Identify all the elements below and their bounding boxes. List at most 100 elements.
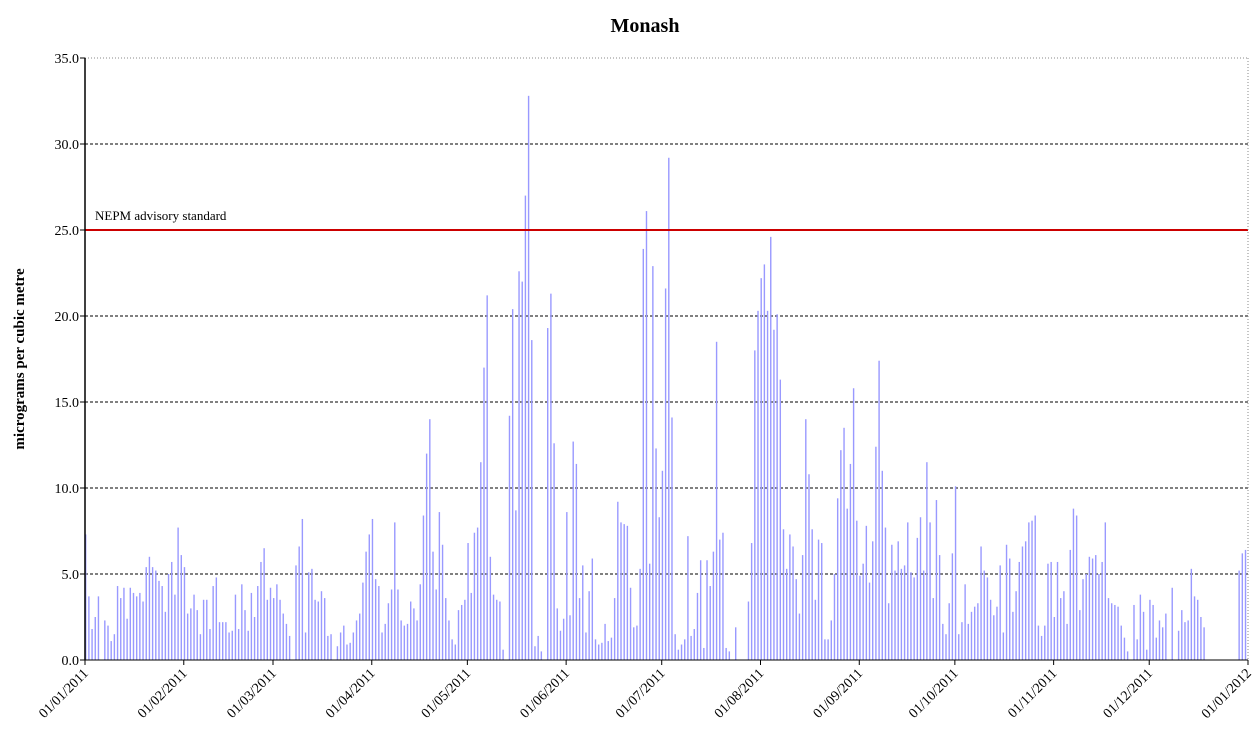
bar: [664, 288, 667, 660]
bar: [135, 596, 138, 660]
bar: [419, 584, 421, 660]
bar: [266, 599, 269, 660]
bar: [652, 266, 654, 660]
bar: [1238, 570, 1240, 660]
bar: [269, 587, 272, 660]
bar: [1002, 632, 1005, 660]
bar: [887, 603, 890, 660]
bar: [323, 598, 326, 660]
bar: [747, 601, 750, 660]
bar: [559, 630, 562, 660]
bar: [486, 295, 488, 660]
bar: [346, 644, 348, 660]
bar: [177, 527, 179, 660]
bar: [381, 632, 383, 660]
y-tick-label: 5.0: [62, 568, 80, 583]
bar: [859, 575, 861, 660]
bar: [540, 651, 543, 660]
bar: [502, 649, 504, 660]
bar: [856, 520, 858, 660]
bar: [1075, 515, 1078, 660]
bar: [1142, 611, 1145, 660]
bar: [282, 613, 284, 660]
bar: [183, 567, 186, 660]
bar: [314, 599, 316, 660]
bar: [862, 563, 864, 660]
bar: [677, 649, 680, 660]
bar: [94, 617, 96, 660]
bar: [489, 556, 492, 660]
x-tick-label: 01/06/2011: [518, 666, 573, 721]
bar: [531, 340, 533, 660]
bar: [907, 522, 909, 660]
bar: [942, 623, 944, 660]
bar: [811, 529, 813, 660]
bar: [1190, 568, 1193, 660]
bar: [1063, 591, 1065, 660]
bar: [228, 632, 230, 660]
bar: [1244, 549, 1247, 660]
bar: [1200, 617, 1202, 660]
bar: [435, 589, 437, 660]
bar: [891, 544, 893, 660]
bar: [1139, 594, 1142, 660]
bar: [623, 524, 625, 660]
bar: [222, 622, 224, 660]
bar: [954, 486, 957, 660]
bar: [511, 309, 514, 660]
bar: [518, 271, 520, 660]
bar: [126, 618, 128, 660]
bar: [378, 586, 380, 660]
bar: [320, 591, 323, 660]
bar: [1149, 599, 1151, 660]
bar: [852, 388, 855, 660]
bar: [406, 623, 409, 660]
bar: [132, 592, 135, 660]
bar: [1104, 522, 1107, 660]
bar: [327, 635, 329, 660]
bar: [1028, 522, 1030, 660]
bar: [524, 195, 527, 660]
bar: [668, 157, 670, 660]
bar: [597, 644, 600, 660]
bar: [1123, 637, 1126, 660]
x-tick-label: 01/02/2011: [135, 666, 190, 721]
bar: [1203, 627, 1205, 660]
bar: [779, 379, 782, 660]
bar: [1146, 649, 1148, 660]
bar: [824, 639, 826, 660]
bar: [330, 634, 332, 660]
bar: [655, 448, 657, 660]
bar: [202, 599, 205, 660]
bar: [1126, 651, 1129, 660]
bar: [304, 632, 307, 660]
y-tick-label: 0.0: [62, 654, 80, 669]
chart-title: Monash: [611, 15, 680, 37]
bar: [750, 543, 753, 660]
bar: [900, 568, 903, 660]
bar: [868, 582, 871, 660]
bar: [604, 623, 606, 660]
bar: [951, 553, 954, 660]
reference-label: NEPM advisory standard: [95, 208, 227, 223]
bar: [789, 534, 791, 660]
bar: [231, 630, 233, 660]
bar: [766, 310, 769, 660]
bar: [1024, 541, 1027, 660]
y-axis-label: micrograms per cubic metre: [12, 268, 28, 450]
bar: [910, 572, 912, 660]
bar: [846, 508, 848, 660]
bar: [432, 551, 434, 660]
bar: [355, 620, 358, 660]
bar: [872, 541, 874, 660]
bar: [849, 463, 852, 660]
bar: [142, 601, 144, 660]
bar: [684, 639, 686, 660]
bar: [919, 517, 922, 660]
bar: [174, 594, 176, 660]
bar: [1193, 596, 1196, 660]
bar: [760, 278, 762, 660]
bar: [821, 543, 823, 660]
bar: [1133, 604, 1135, 660]
bar: [1012, 611, 1014, 660]
